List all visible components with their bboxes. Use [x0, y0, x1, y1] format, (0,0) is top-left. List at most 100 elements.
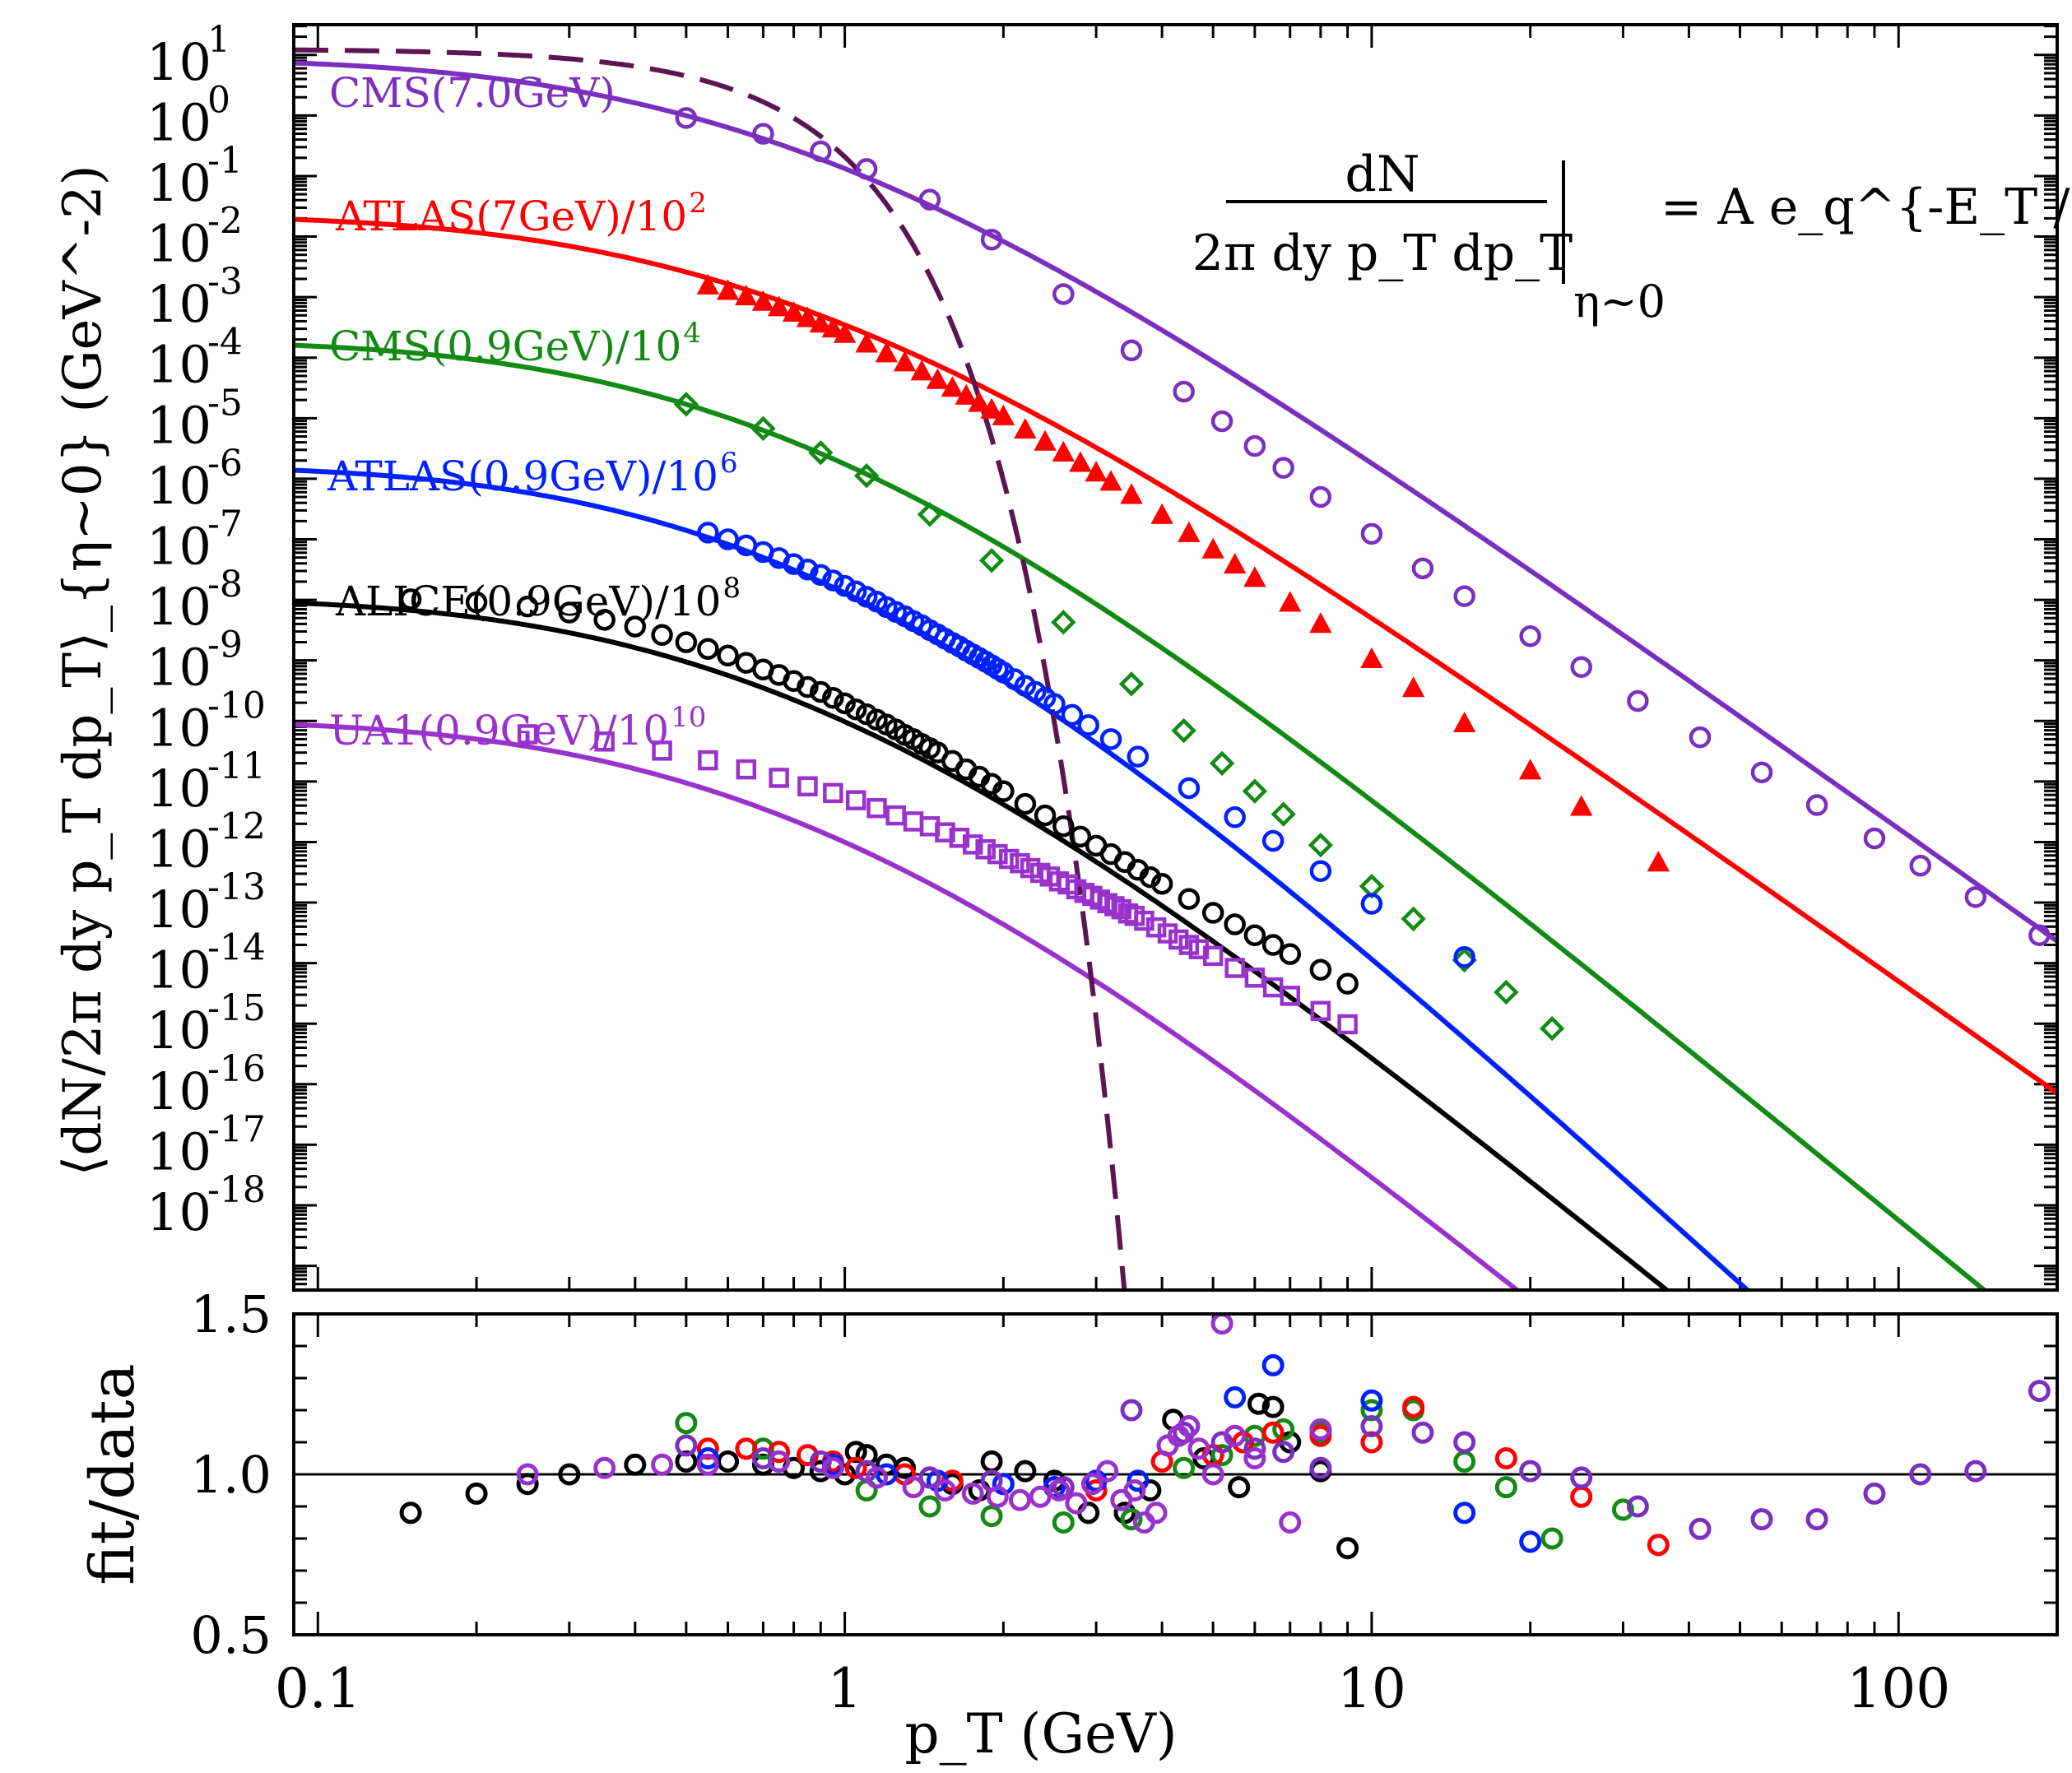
data-point	[1150, 872, 1173, 895]
y-axis-title: ⟨dN/2π dy p_T dp_T⟩_{η~0} (GeV^-2)	[53, 165, 114, 1176]
data-point	[1150, 503, 1173, 524]
data-point	[1139, 866, 1162, 889]
ratio-point	[1805, 1508, 1828, 1531]
data-point	[1452, 711, 1476, 732]
data-point	[594, 731, 615, 752]
data-point	[980, 397, 1003, 419]
data-point	[1043, 693, 1066, 715]
ratio-point	[1750, 1508, 1773, 1531]
x-tick-label: 100	[1847, 1657, 1950, 1720]
data-point	[1360, 893, 1383, 915]
data-point	[1120, 339, 1143, 362]
y-tick-label: 10	[146, 880, 211, 940]
ratio-point	[516, 1463, 539, 1486]
series-label-exponent: 10	[671, 701, 706, 734]
y-tick-label: 10	[146, 819, 211, 879]
y-tick-label-exponent: -7	[207, 504, 243, 545]
data-point	[1178, 777, 1201, 800]
data-point	[1051, 610, 1076, 635]
series-label: UA1(0.9GeV)/10	[329, 707, 669, 754]
ratio-y-tick-label: 1.0	[190, 1445, 272, 1505]
data-point	[1224, 913, 1246, 935]
ratio-point	[1178, 1415, 1201, 1437]
data-point	[1805, 794, 1828, 816]
ratio-point	[1360, 1389, 1383, 1412]
fit-curve	[294, 342, 1989, 1290]
data-point	[735, 285, 758, 306]
data-point	[810, 680, 832, 703]
ratio-point	[1243, 1447, 1266, 1469]
data-point	[1308, 832, 1334, 858]
data-point	[1570, 656, 1592, 679]
data-point	[558, 601, 581, 624]
data-point	[1242, 778, 1268, 804]
ratio-point	[768, 1450, 791, 1473]
data-point	[1518, 759, 1542, 780]
ratio-point	[1519, 1530, 1542, 1553]
x-tick-label: 1	[828, 1657, 862, 1720]
ratio-point	[1863, 1482, 1886, 1505]
spectra-plot-frame	[292, 23, 2059, 1292]
data-point	[1014, 792, 1037, 815]
ratio-point	[1228, 1476, 1251, 1499]
ratio-point	[1201, 1463, 1224, 1486]
formula-eval-subscript: η~0	[1573, 276, 1665, 327]
data-point	[675, 107, 698, 129]
data-point	[1224, 806, 1246, 828]
ratio-point	[1077, 1501, 1100, 1525]
data-point	[980, 228, 1003, 251]
data-point	[935, 822, 955, 842]
ratio-point	[980, 1450, 1003, 1473]
data-point	[1157, 923, 1178, 944]
ratio-point	[675, 1412, 698, 1435]
ratio-point	[1243, 1437, 1266, 1460]
data-point	[1540, 1015, 1565, 1042]
data-point	[1118, 671, 1145, 697]
ratio-point	[1120, 1508, 1143, 1531]
data-point	[926, 368, 950, 389]
ratio-point	[1519, 1460, 1542, 1483]
ratio-point	[1689, 1517, 1712, 1540]
ratio-plot-frame	[292, 1312, 2059, 1636]
ratio-point	[875, 1463, 898, 1486]
data-point	[992, 780, 1015, 802]
series-labels: CMS(7.0GeV) ATLAS(7GeV)/10 2 CMS(0.9GeV)/10…	[327, 69, 741, 754]
ratio-panel-series	[399, 1314, 2051, 1560]
y-tick-label: 10	[146, 395, 211, 455]
y-tick-label: 10	[146, 214, 211, 274]
ratio-point	[1224, 1424, 1247, 1447]
data-point	[1909, 854, 1932, 877]
y-tick-label-exponent: -9	[207, 624, 243, 666]
data-point	[1360, 522, 1383, 545]
ratio-point	[1279, 1511, 1302, 1534]
ratio-point	[1052, 1511, 1075, 1534]
ratio-point	[1336, 1537, 1359, 1560]
data-point	[855, 332, 878, 353]
data-point	[1178, 888, 1201, 910]
ratio-point	[558, 1463, 581, 1486]
data-point	[1243, 434, 1266, 457]
data-point	[797, 559, 819, 581]
ratio-y-tick-label: 0.5	[190, 1605, 272, 1665]
ratio-point	[918, 1495, 941, 1518]
ratio-point	[933, 1479, 956, 1501]
series-label: CMS(7.0GeV)	[329, 69, 616, 117]
ratio-point	[1570, 1485, 1593, 1508]
y-tick-label: 10	[146, 759, 211, 819]
series-label-exponent: 4	[683, 317, 701, 350]
y-tick-label-exponent: -17	[207, 1108, 266, 1150]
ratio-point	[1173, 1456, 1196, 1479]
ratio-point	[992, 1473, 1015, 1496]
ratio-point	[1453, 1431, 1476, 1454]
data-point	[1310, 1000, 1331, 1022]
data-point	[2028, 924, 2051, 947]
data-point	[751, 290, 775, 311]
formula: dN 2π dy p_T dp_T η~0 = A e_q^{-E_T / T}	[1192, 146, 2072, 327]
data-point	[797, 776, 818, 796]
ratio-point	[1360, 1415, 1383, 1437]
ratio-point	[1272, 1441, 1295, 1464]
ratio-point	[1029, 1485, 1052, 1508]
data-point	[1453, 585, 1475, 607]
y-tick-label-exponent: -11	[207, 745, 266, 787]
data-point	[975, 839, 996, 860]
